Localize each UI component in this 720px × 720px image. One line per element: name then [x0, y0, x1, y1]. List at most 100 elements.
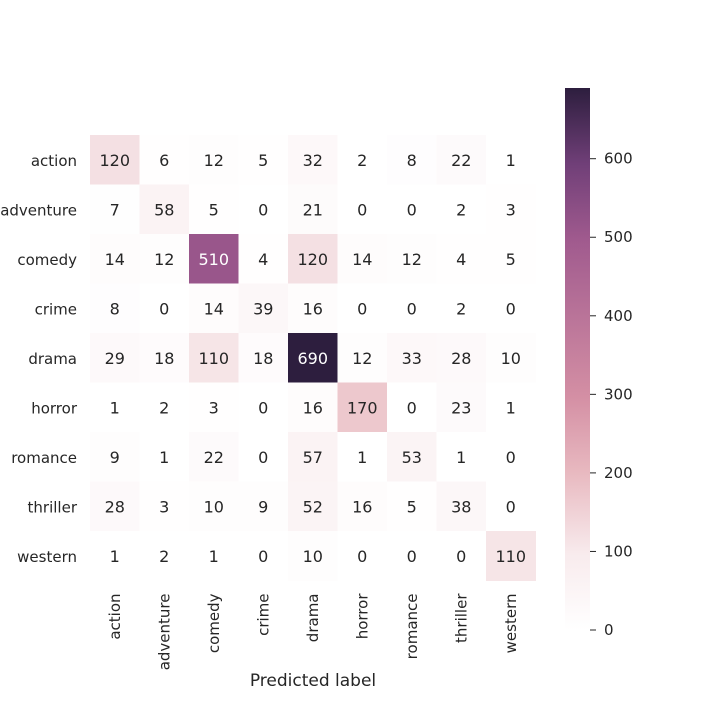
cell-value-label: 0: [258, 547, 268, 566]
cell-value-label: 32: [303, 151, 323, 170]
cell-value-label: 5: [506, 250, 516, 269]
heatmap-cell: [238, 234, 289, 284]
heatmap-cell: [139, 481, 190, 532]
cell-value-label: 3: [506, 200, 516, 219]
heatmap-cell: [288, 531, 338, 581]
x-tick-label: romance: [403, 594, 421, 660]
heatmap-cell: [436, 283, 487, 334]
colorbar-ticks: 0 100 200 300 400 500 600: [590, 150, 633, 639]
cell-value-label: 16: [303, 398, 323, 417]
heatmap-cell: [189, 234, 239, 284]
cell-value-label: 9: [258, 497, 268, 516]
x-tick-label: adventure: [155, 594, 173, 671]
heatmap-cell: [337, 333, 388, 383]
heatmap-cell: [337, 481, 388, 532]
heatmap-cell: [90, 432, 140, 482]
cell-value-label: 10: [204, 497, 224, 516]
cell-value-label: 14: [352, 250, 372, 269]
y-tick-label: horror: [31, 399, 78, 417]
cell-value-label: 33: [402, 349, 422, 368]
cell-value-label: 23: [451, 398, 471, 417]
heatmap-cell: [337, 234, 388, 284]
cell-value-label: 2: [159, 547, 169, 566]
heatmap-cell: [387, 432, 437, 482]
cell-value-label: 18: [253, 349, 273, 368]
heatmap-cell: [436, 333, 487, 383]
heatmap-cell: [139, 382, 190, 433]
cell-value-label: 1: [506, 398, 516, 417]
cell-value-label: 0: [357, 547, 367, 566]
cell-value-label: 0: [258, 398, 268, 417]
heatmap-cell: [288, 333, 338, 383]
heatmap-cell: [486, 333, 536, 383]
heatmap-cell: [139, 432, 190, 482]
cell-value-label: 8: [110, 299, 120, 318]
cell-value-label: 12: [402, 250, 422, 269]
x-tick-label: drama: [304, 594, 322, 643]
cell-value-label: 28: [105, 497, 125, 516]
cell-value-label: 5: [258, 151, 268, 170]
cell-value-label: 4: [258, 250, 268, 269]
colorbar-tick-label: 600: [604, 150, 633, 168]
heatmap-cell: [189, 432, 239, 482]
cell-value-label: 52: [303, 497, 323, 516]
cell-value-label: 3: [159, 497, 169, 516]
heatmap-cell: [337, 432, 388, 482]
cell-value-label: 170: [347, 398, 378, 417]
heatmap-cell: [387, 135, 437, 185]
cell-value-label: 3: [209, 398, 219, 417]
heatmap-cell: [90, 333, 140, 383]
heatmap-cell: [288, 481, 338, 532]
cell-value-label: 1: [209, 547, 219, 566]
cell-value-label: 10: [303, 547, 323, 566]
heatmap-cell: [436, 135, 487, 185]
x-tick-label: comedy: [205, 593, 223, 653]
cell-value-label: 120: [297, 250, 328, 269]
cell-value-label: 38: [451, 497, 471, 516]
x-tick-label: western: [502, 594, 520, 654]
heatmap-cell: [436, 481, 487, 532]
cell-value-label: 0: [258, 200, 268, 219]
y-tick-label: western: [17, 548, 77, 566]
heatmap-cell: [486, 531, 536, 581]
cell-value-label: 57: [303, 448, 323, 467]
heatmap-cell: [189, 184, 239, 235]
heatmap-cell: [486, 382, 536, 433]
cell-value-label: 12: [154, 250, 174, 269]
heatmap-cell: [387, 184, 437, 235]
cell-value-label: 0: [407, 200, 417, 219]
heatmap-cell: [486, 432, 536, 482]
cell-value-label: 21: [303, 200, 323, 219]
cell-value-label: 10: [501, 349, 521, 368]
heatmap-cell: [90, 531, 140, 581]
colorbar: [565, 88, 590, 630]
heatmap-cell: [139, 333, 190, 383]
colorbar-tick-label: 0: [604, 621, 614, 639]
heatmap-cell-labels: 120 6 12 5 32 2 8 22 17 58 5 0 21 0 0 2 314 12 510 4 120 14 12…: [99, 151, 526, 566]
heatmap-cell: [337, 184, 388, 235]
cell-value-label: 1: [159, 448, 169, 467]
x-tick-label: action: [106, 594, 124, 640]
cell-value-label: 2: [456, 299, 466, 318]
cell-value-label: 29: [105, 349, 125, 368]
cell-value-label: 0: [159, 299, 169, 318]
cell-value-label: 14: [105, 250, 125, 269]
heatmap-cell: [139, 234, 190, 284]
heatmap-cell: [139, 531, 190, 581]
cell-value-label: 22: [204, 448, 224, 467]
heatmap-cell: [288, 432, 338, 482]
x-tick-label: crime: [254, 594, 272, 636]
cell-value-label: 1: [110, 547, 120, 566]
x-tick-labels: action adventure comedy crime drama horror rom…: [106, 593, 520, 671]
heatmap-cell: [288, 234, 338, 284]
cell-value-label: 0: [506, 497, 516, 516]
cell-value-label: 0: [407, 547, 417, 566]
cell-value-label: 0: [357, 299, 367, 318]
cell-value-label: 12: [352, 349, 372, 368]
heatmap-cell: [139, 135, 190, 185]
heatmap-cell: [387, 283, 437, 334]
cell-value-label: 1: [456, 448, 466, 467]
y-tick-label: crime: [35, 300, 77, 318]
heatmap-cell: [238, 184, 289, 235]
cell-value-label: 110: [198, 349, 229, 368]
